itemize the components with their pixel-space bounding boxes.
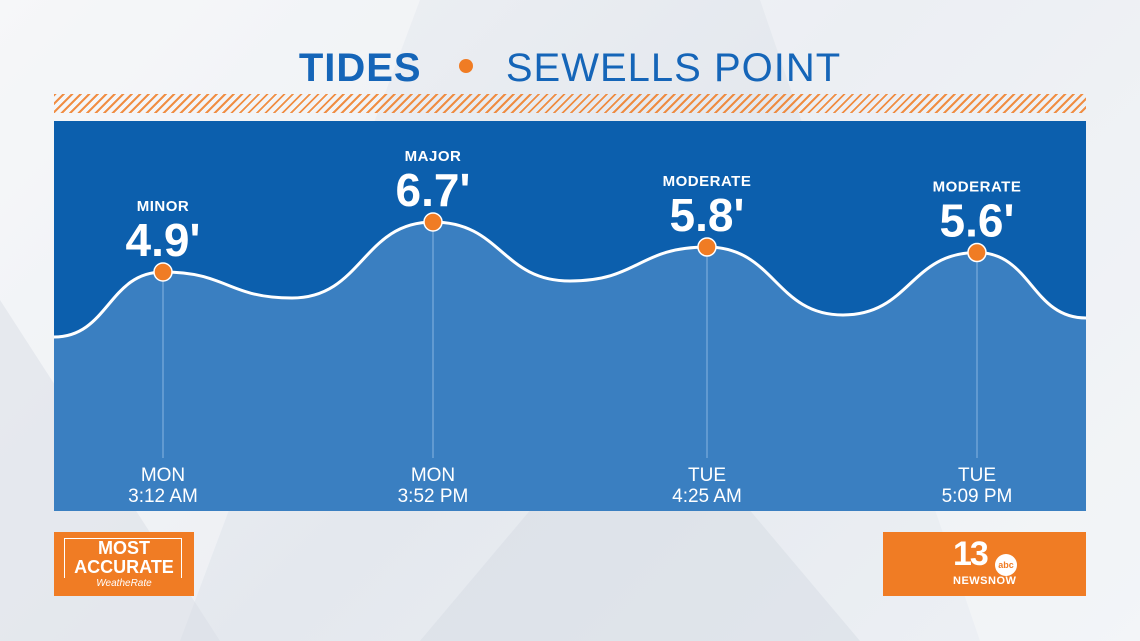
badge-line-weatherate: WeatheRate (96, 578, 152, 589)
tide-point-marker (697, 237, 717, 257)
tide-value-label: 5.8' (670, 189, 745, 241)
station-number: 13 (953, 535, 989, 573)
badge-line-most: MOST (98, 538, 150, 558)
tide-category-label: MODERATE (663, 173, 752, 190)
tide-value-label: 6.7' (396, 164, 471, 216)
tide-value-label: 5.6' (940, 195, 1015, 247)
tide-category-label: MAJOR (405, 148, 462, 165)
orange-hatch-stripe (54, 94, 1086, 113)
title-location: SEWELLS POINT (505, 46, 842, 90)
tide-time-label: 3:12 AM (128, 486, 198, 507)
station-brand: NEWSNOW (953, 575, 1017, 587)
tide-area (54, 222, 1086, 511)
tide-category-label: MODERATE (933, 179, 1022, 196)
title-main: TIDES (298, 46, 422, 90)
tide-day-label: MON (411, 465, 455, 486)
tide-line (53, 220, 1087, 339)
drop-lines (162, 222, 978, 458)
tide-day-label: TUE (688, 465, 726, 486)
tide-category-label: MINOR (137, 198, 190, 215)
title-separator-dot (458, 59, 473, 73)
tide-time-label: 4:25 AM (672, 486, 742, 507)
abc-logo-icon: abc (995, 554, 1017, 576)
most-accurate-badge: MOST ACCURATE WeatheRate (54, 532, 194, 596)
station-logo: 13 abc NEWSNOW (883, 532, 1086, 596)
badge-line-accurate: ACCURATE (74, 557, 174, 577)
tide-day-label: MON (141, 465, 185, 486)
tide-day-label: TUE (958, 465, 996, 486)
tide-time-label: 3:52 PM (398, 486, 469, 507)
tide-point-marker (423, 212, 443, 232)
tide-point-marker (967, 242, 987, 263)
tide-value-label: 4.9' (126, 214, 201, 266)
tide-time-label: 5:09 PM (942, 486, 1013, 507)
badge-frame (64, 538, 182, 578)
tide-point-marker (153, 262, 173, 282)
title: TIDES SEWELLS POINT (0, 40, 1140, 96)
markers (153, 212, 987, 282)
